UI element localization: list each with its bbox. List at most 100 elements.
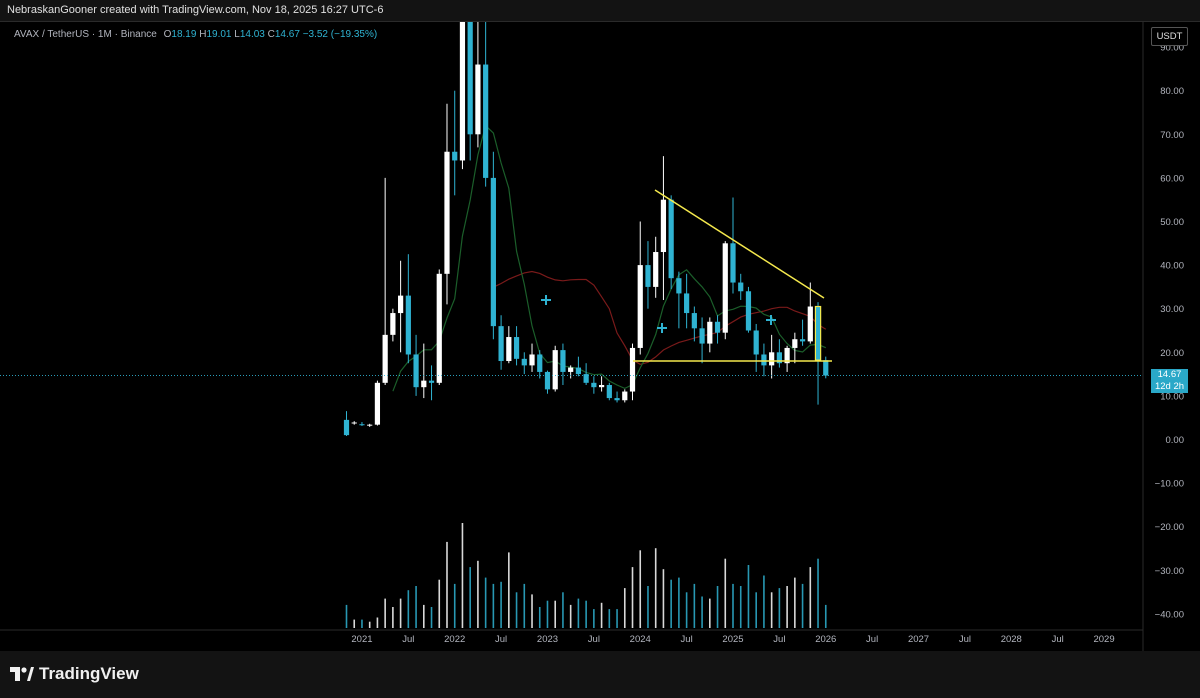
candle-body [776,352,782,364]
last-price-label: 14.67 12d 2h [1151,369,1188,393]
candle-body [799,339,806,342]
volume-bar [569,604,572,628]
time-tick-label: 2023 [537,634,558,645]
candle-body [583,374,589,383]
tradingview-wordmark: TradingView [39,664,139,683]
moving-average-fast [392,124,827,392]
volume-bar [631,567,634,628]
candle-body [529,354,535,366]
candle-body [691,313,697,329]
price-tick-label: 20.00 [1160,348,1184,359]
time-tick-label: Jul [588,634,600,645]
descending-trendline[interactable] [654,189,825,299]
volume-bar [523,583,526,628]
candle-body [428,380,435,383]
open-value: 18.19 [171,29,197,40]
change-value: −3.52 (−19.35%) [302,29,378,40]
volume-bar [794,577,796,628]
time-tick-label: Jul [773,634,785,645]
open-label: O [163,29,172,40]
candle-body [714,321,721,333]
volume-bar [716,586,719,628]
candle-body [405,295,411,355]
price-tick-label: 50.00 [1160,217,1184,228]
candle-body [606,385,612,399]
volume-bar [747,565,750,628]
volume-bar [763,575,765,628]
time-axis[interactable]: 2021 Jul 2022 Jul 2023 Jul 2024 Jul 2025 Jul 2026 J… [351,634,1114,645]
candle-body [792,339,798,348]
candle-body [769,352,775,366]
price-tick-label: −40.00 [1155,609,1184,620]
candle-body [382,334,388,383]
volume-bar [438,579,441,628]
price-chart[interactable]: 90.00 80.00 70.00 60.00 50.00 40.00 30.00 20.00… [0,0,1200,651]
volume-bar [778,588,781,628]
candle-body [575,367,581,375]
volume-bar [423,604,425,628]
time-tick-label: Jul [866,634,878,645]
crosshair-marker-icon [657,323,667,333]
low-label: L [234,29,240,40]
volume-bar [724,558,727,628]
time-tick-label: 2026 [815,634,836,645]
volume-bar [376,617,379,628]
volume-bar [801,583,804,628]
volume-bar [469,567,471,628]
volume-bar [732,583,734,628]
volume-bar [824,604,827,628]
volume-bar [670,579,672,628]
volume-bar [554,600,557,628]
candle-body [374,382,381,425]
crosshair-marker-icon [766,315,776,325]
candle-body [475,64,481,135]
close-value: 14.67 [274,29,300,40]
volume-bar [446,541,448,628]
candle-body [807,306,813,342]
candle-body [351,422,357,424]
candle-body [668,199,674,279]
volume-bar [515,592,518,628]
volume-bar [755,592,757,628]
candle-body [506,337,512,362]
volume-bar [392,607,394,628]
time-tick-label: Jul [402,634,414,645]
candle-body [452,151,458,161]
candle-body [444,151,450,274]
volume-bar [508,552,510,628]
candle-body [591,382,597,388]
candle-body [653,252,659,287]
volume-bar [770,592,773,628]
currency-unit-button[interactable]: USDT [1151,27,1188,46]
time-tick-label: Jul [681,634,693,645]
price-tick-label: 40.00 [1160,261,1184,272]
candle-body [568,367,574,372]
candle-body [483,64,489,178]
volume-bar [500,581,502,628]
candle-body [637,265,643,348]
candle-body [490,177,496,327]
symbol-name[interactable]: AVAX / TetherUS · 1M · Binance [14,29,157,40]
time-tick-label: 2027 [908,634,929,645]
volume-bar [585,600,587,628]
candles [343,22,829,437]
candle-body [421,380,427,388]
moving-average-slow [493,270,827,365]
price-tick-label: 90.00 [1160,43,1184,54]
candle-body [699,328,705,344]
volume-bar [647,586,649,628]
candle-body [784,347,790,364]
tradingview-brand[interactable]: TradingView [10,664,139,684]
time-tick-label: 2024 [630,634,651,645]
credit-text: NebraskanGooner created with TradingView… [7,4,384,16]
highlighted-candle-outline [814,305,822,361]
price-axis[interactable]: 90.00 80.00 70.00 60.00 50.00 40.00 30.00 20.00… [1155,43,1184,621]
footer-bar [0,651,1200,698]
volume-bar [809,567,812,628]
candle-body [629,347,636,392]
volume-bar [709,598,711,628]
volume-bar [786,586,788,628]
candle-body [521,358,527,366]
volume-bar [453,583,456,628]
candle-body [390,313,396,335]
